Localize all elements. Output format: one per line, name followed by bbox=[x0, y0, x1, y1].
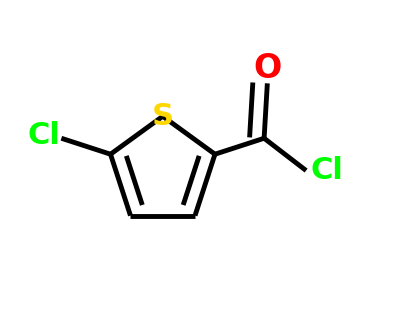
Text: S: S bbox=[152, 102, 174, 131]
Text: Cl: Cl bbox=[311, 156, 343, 185]
Text: O: O bbox=[253, 52, 281, 85]
Text: Cl: Cl bbox=[27, 120, 60, 150]
